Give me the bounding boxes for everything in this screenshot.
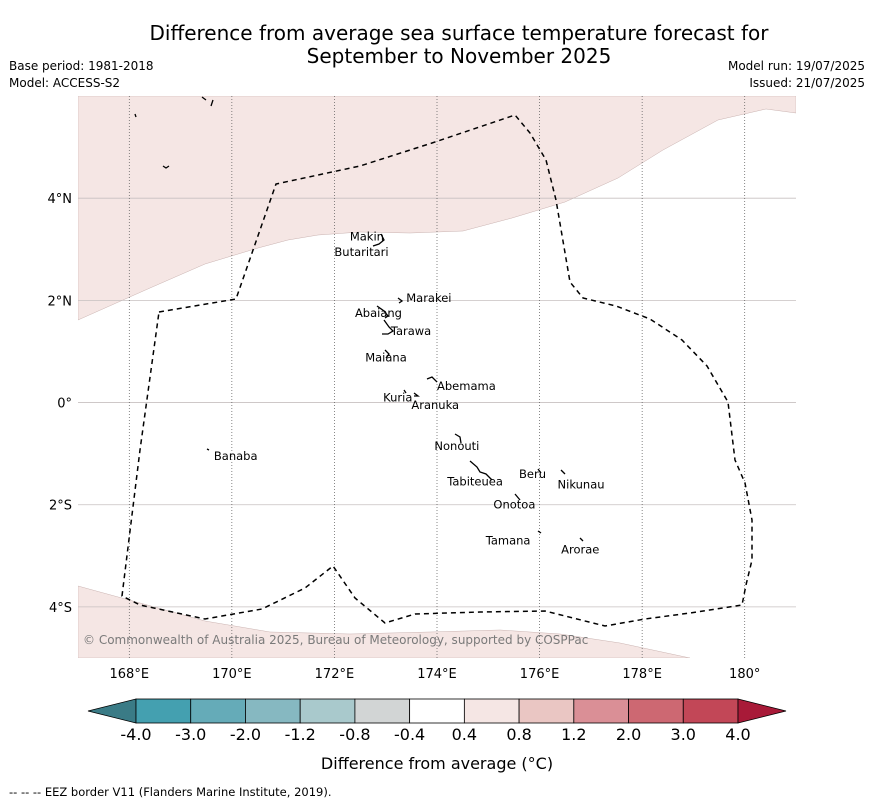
lon-tick-label: 174°E	[417, 667, 457, 682]
place-label: Abaiang	[355, 306, 402, 320]
island-nw-3	[210, 99, 214, 107]
colorbar-tick-label: 3.0	[671, 725, 696, 744]
model-name: Model: ACCESS-S2	[9, 76, 121, 90]
colorbar-tick-label: -0.8	[339, 725, 370, 744]
colorbar-over-extension	[737, 698, 787, 724]
place-label: Nikunau	[558, 477, 605, 491]
colorbar-under-extension	[87, 698, 137, 724]
place-label: Kuria	[383, 390, 412, 404]
colorbar-tick-label: -1.2	[285, 725, 316, 744]
lat-tick-label: 2°N	[48, 294, 73, 309]
lon-tick-label: 172°E	[315, 667, 355, 682]
island-kuria	[403, 389, 407, 394]
island-onotoa	[514, 493, 521, 501]
colorbar-tick-label: 2.0	[616, 725, 641, 744]
place-label: Beru	[519, 467, 546, 481]
copyright-notice: © Commonwealth of Australia 2025, Bureau…	[83, 633, 588, 647]
lon-tick-label: 178°E	[622, 667, 662, 682]
island-maiana	[384, 349, 390, 359]
place-label: Nonouti	[434, 439, 479, 453]
place-label: Banaba	[214, 449, 258, 463]
place-label: Abemama	[437, 379, 496, 393]
lon-tick-label: 176°E	[520, 667, 560, 682]
colorbar-tick-label: -2.0	[230, 725, 261, 744]
issued-date: Issued: 21/07/2025	[749, 76, 865, 90]
colorbar-swatch	[573, 698, 629, 724]
eez-border	[121, 114, 753, 627]
lon-tick-label: 168°E	[110, 667, 150, 682]
meta-right: Model run: 19/07/2025 Issued: 21/07/2025	[728, 58, 865, 92]
island-aranuka	[413, 392, 420, 397]
colorbar-label: Difference from average (°C)	[321, 754, 553, 773]
island-nw-4	[134, 113, 137, 118]
lat-tick-label: 4°S	[49, 601, 72, 616]
colorbar-swatch	[190, 698, 246, 724]
colorbar-tick-label: -3.0	[175, 725, 206, 744]
colorbar-tick-label: -4.0	[120, 725, 151, 744]
lat-tick-label: 0°	[57, 397, 72, 412]
colorbar-swatch	[299, 698, 356, 724]
colorbar-tick-label: 0.4	[452, 725, 477, 744]
colorbar-swatch	[682, 698, 739, 724]
colorbar-swatch	[135, 698, 192, 724]
lon-tick-label: 180°	[729, 667, 760, 682]
place-label: Arorae	[561, 543, 599, 557]
island-arorae	[579, 537, 584, 542]
place-label: Aranuka	[411, 398, 459, 412]
colorbar-tick-label: -0.4	[394, 725, 425, 744]
lat-tick-labels: 4°N 2°N 0° 2°S 4°S	[48, 192, 73, 616]
island-banaba	[206, 448, 210, 451]
eez-footnote: -- -- -- EEZ border V11 (Flanders Marine…	[9, 785, 332, 799]
island-tarawa	[382, 319, 395, 335]
colorbar-tick-label: 1.2	[561, 725, 586, 744]
place-label: Tarawa	[390, 324, 431, 338]
colorbar-swatch	[463, 698, 520, 724]
map-title: Difference from average sea surface temp…	[0, 22, 873, 68]
place-label: Maiana	[365, 351, 407, 365]
colorbar-swatch	[409, 698, 465, 724]
island-tamana	[537, 530, 542, 534]
model-run: Model run: 19/07/2025	[727, 59, 865, 73]
island-abemama	[426, 376, 438, 383]
island-marakei	[397, 297, 404, 304]
lon-tick-labels: 168°E 170°E 172°E 174°E 176°E 178°E 180°	[110, 667, 761, 682]
title-line-2: September to November 2025	[306, 44, 612, 68]
island-abaiang	[376, 305, 389, 319]
colorbar: -4.0 -3.0 -2.0 -1.2 -0.8 -0.4 0.4 0.8 1.2 2.0 3.0 4…	[87, 698, 787, 744]
island-nonouti	[454, 433, 462, 444]
island-outlines	[134, 96, 584, 542]
place-label: Tabiteuea	[446, 475, 503, 489]
island-beru	[537, 468, 542, 474]
place-label: Onotoa	[493, 498, 535, 512]
colorbar-swatch	[518, 698, 575, 724]
gridlines	[78, 96, 796, 658]
island-tabiteuea	[469, 460, 493, 481]
colorbar-swatch	[354, 698, 411, 724]
colorbar-tick-label: 0.8	[506, 725, 531, 744]
island-makin	[372, 233, 385, 247]
meta-left: Base period: 1981-2018 Model: ACCESS-S2	[9, 58, 154, 92]
colorbar-swatch	[245, 698, 301, 724]
title-line-1: Difference from average sea surface temp…	[149, 21, 769, 45]
lon-tick-label: 170°E	[212, 667, 252, 682]
colorbar-tick-label: 4.0	[725, 725, 750, 744]
lat-tick-label: 2°S	[49, 499, 72, 514]
island-nikunau	[560, 469, 566, 475]
anomaly-region-south	[78, 585, 691, 658]
island-nw-1	[162, 165, 170, 169]
colorbar-swatch	[628, 698, 684, 724]
place-label: Butaritari	[334, 245, 388, 259]
place-label: Marakei	[406, 291, 451, 305]
island-nw-2	[201, 96, 207, 101]
place-label: Makin	[350, 230, 384, 244]
place-label: Tamana	[485, 533, 531, 547]
lat-tick-label: 4°N	[48, 192, 73, 207]
base-period: Base period: 1981-2018	[9, 59, 154, 73]
